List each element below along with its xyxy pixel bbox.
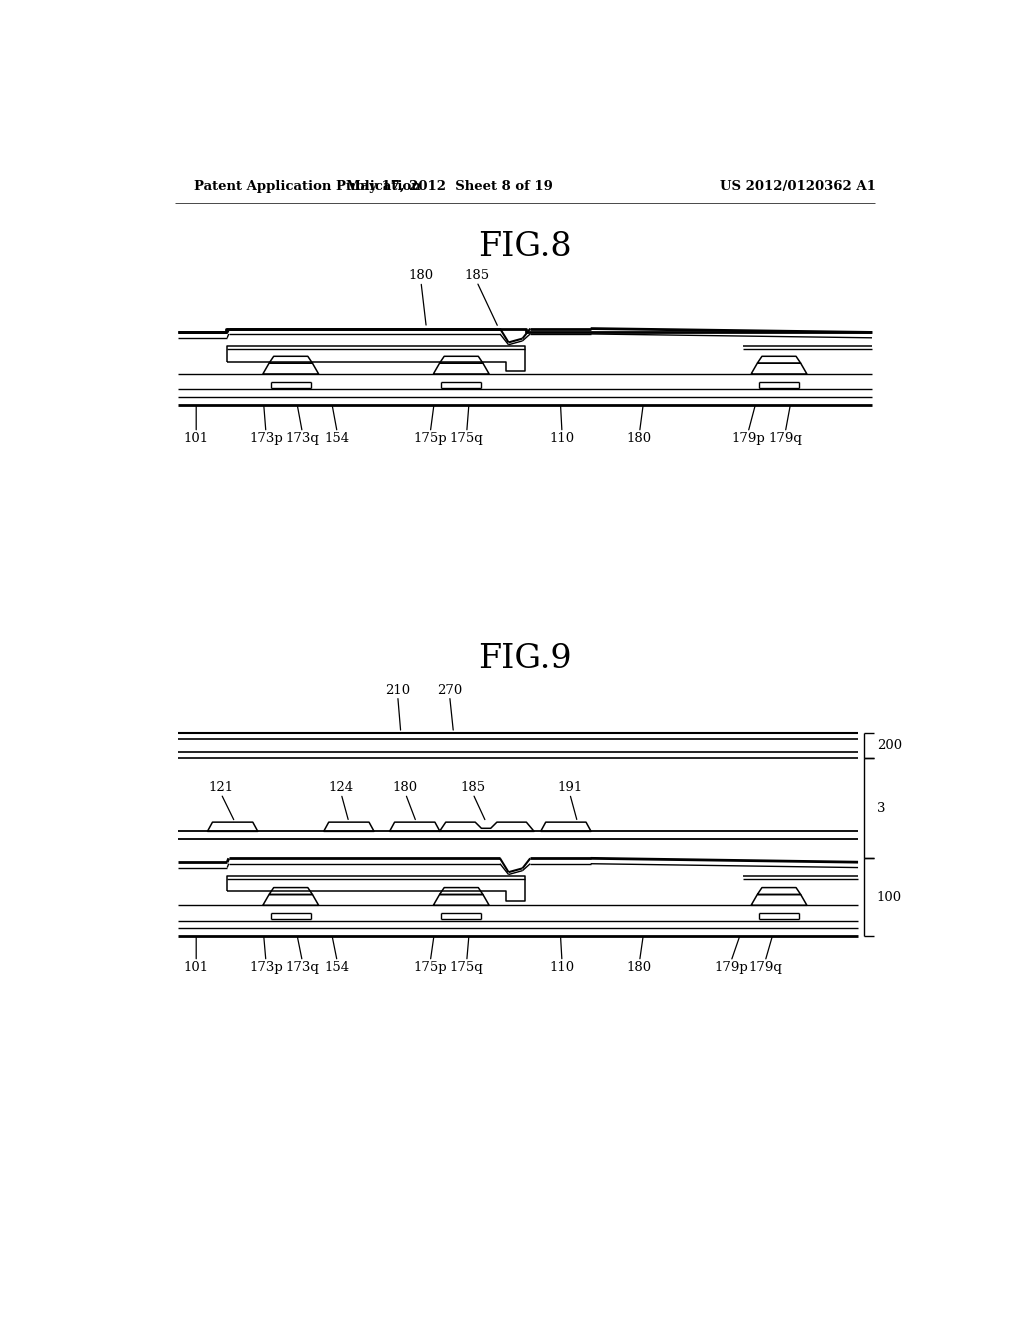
Text: 180: 180: [627, 961, 652, 974]
Text: 110: 110: [550, 432, 574, 445]
Text: 173q: 173q: [286, 432, 319, 445]
Text: 173p: 173p: [249, 432, 283, 445]
Text: 110: 110: [550, 961, 574, 974]
Text: 175q: 175q: [450, 432, 483, 445]
Text: 100: 100: [877, 891, 902, 904]
Text: 175p: 175p: [414, 432, 447, 445]
Text: 154: 154: [325, 961, 350, 974]
Text: 173q: 173q: [286, 961, 319, 974]
Text: 101: 101: [183, 961, 209, 974]
Text: 124: 124: [329, 781, 353, 795]
Text: 179p: 179p: [731, 432, 765, 445]
Text: 121: 121: [209, 781, 233, 795]
Text: 175p: 175p: [414, 961, 447, 974]
Text: FIG.9: FIG.9: [478, 643, 571, 675]
Text: 180: 180: [409, 269, 433, 282]
Text: 185: 185: [461, 781, 485, 795]
Text: 270: 270: [437, 684, 462, 697]
Text: Patent Application Publication: Patent Application Publication: [194, 181, 421, 194]
Text: 175q: 175q: [450, 961, 483, 974]
Text: 173p: 173p: [249, 961, 283, 974]
Text: 191: 191: [557, 781, 583, 795]
Text: May 17, 2012  Sheet 8 of 19: May 17, 2012 Sheet 8 of 19: [346, 181, 553, 194]
Text: 3: 3: [877, 801, 885, 814]
Text: 200: 200: [877, 739, 902, 752]
Text: FIG.8: FIG.8: [478, 231, 571, 263]
Text: 101: 101: [183, 432, 209, 445]
Text: 185: 185: [464, 269, 489, 282]
Text: 179p: 179p: [714, 961, 748, 974]
Text: 154: 154: [325, 432, 350, 445]
Text: 179q: 179q: [749, 961, 782, 974]
Text: 180: 180: [627, 432, 652, 445]
Text: 179q: 179q: [768, 432, 802, 445]
Text: 210: 210: [385, 684, 411, 697]
Text: 180: 180: [393, 781, 418, 795]
Text: US 2012/0120362 A1: US 2012/0120362 A1: [721, 181, 877, 194]
